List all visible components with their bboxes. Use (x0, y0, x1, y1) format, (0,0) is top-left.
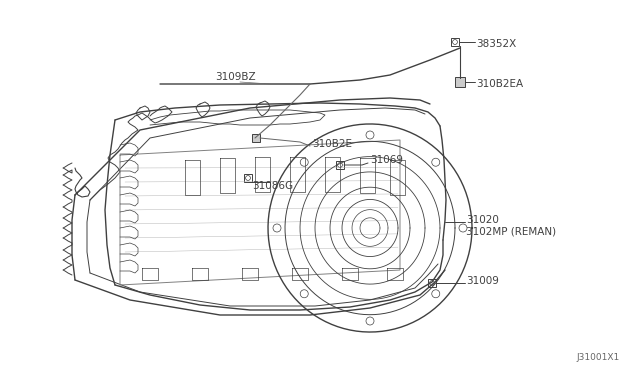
Text: 31020: 31020 (466, 215, 499, 225)
Text: 31009: 31009 (466, 276, 499, 286)
Polygon shape (252, 134, 260, 142)
Text: 31069: 31069 (370, 155, 403, 165)
Text: J31001X1: J31001X1 (577, 353, 620, 362)
Text: 310B2EA: 310B2EA (476, 79, 523, 89)
Text: 3109BZ: 3109BZ (215, 72, 255, 82)
Text: 31086G: 31086G (252, 181, 293, 191)
Text: 3102MP (REMAN): 3102MP (REMAN) (466, 227, 556, 237)
Text: 310B2E: 310B2E (312, 139, 352, 149)
Polygon shape (455, 77, 465, 87)
Text: 38352X: 38352X (476, 39, 516, 49)
